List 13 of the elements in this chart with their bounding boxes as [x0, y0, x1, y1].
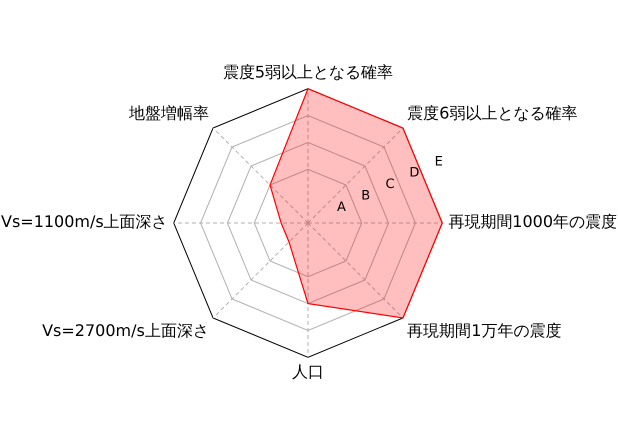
y-tick-label: B: [361, 188, 370, 204]
spoke-label: 再現期間1000年の震度: [448, 212, 617, 232]
y-tick-label: E: [434, 154, 443, 170]
spoke-label: 人口: [292, 362, 324, 382]
spoke-label: Vs=2700m/s上面深さ: [42, 320, 209, 340]
spoke-label: Vs=1100m/s上面深さ: [1, 212, 168, 232]
spoke-label: 震度6弱以上となる確率: [407, 103, 578, 122]
spoke-label: 震度5弱以上となる確率: [222, 62, 394, 82]
y-tick-label: A: [336, 200, 346, 215]
spoke-label: 地盤増幅率: [128, 103, 209, 122]
y-tick-label: C: [386, 177, 395, 192]
y-tick-label: D: [409, 166, 420, 181]
spoke-label: 再現期間1万年の震度: [407, 320, 562, 340]
